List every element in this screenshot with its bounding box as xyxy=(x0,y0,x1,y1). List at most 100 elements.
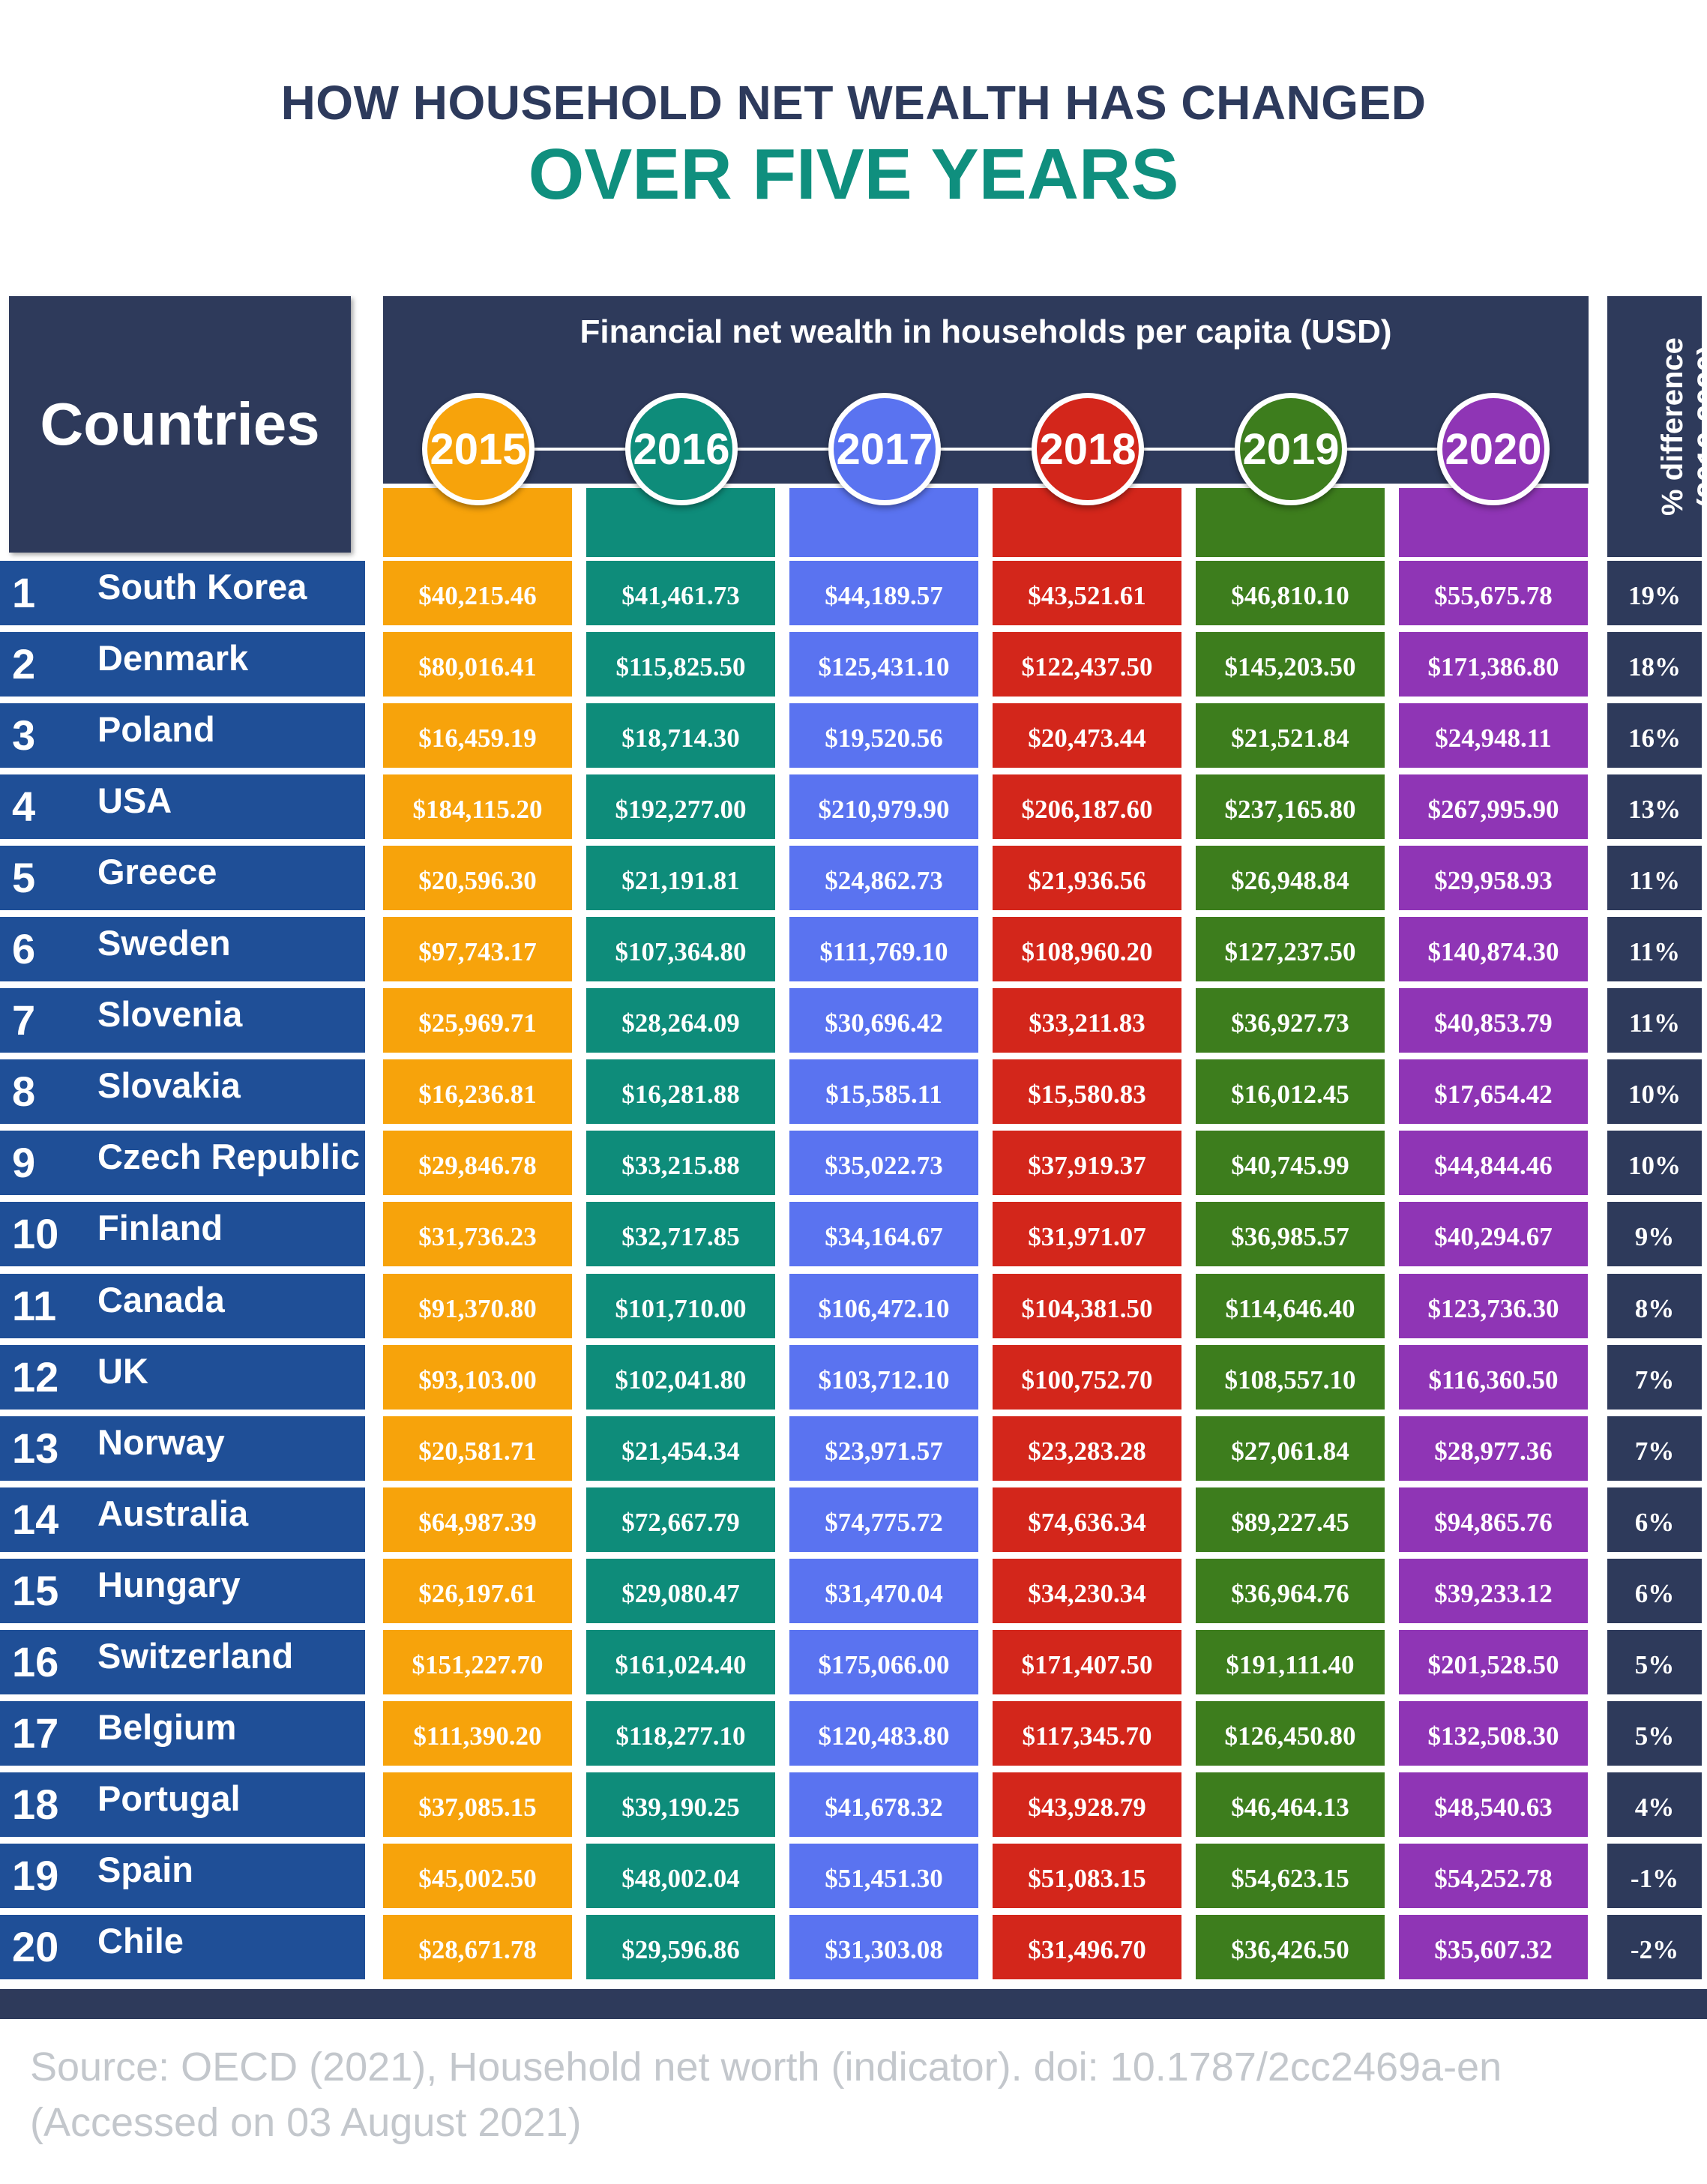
value-cell-2016: $107,364.80 xyxy=(586,917,775,981)
country-label-row: 12 UK xyxy=(0,1345,365,1410)
value-cell-2019: $114,646.40 xyxy=(1196,1274,1385,1338)
rank-number: 15 xyxy=(12,1567,59,1614)
value-cell-2019: $36,964.76 xyxy=(1196,1559,1385,1623)
pct-difference-cell: -1% xyxy=(1607,1844,1702,1908)
value-cell-2016: $72,667.79 xyxy=(586,1487,775,1552)
rank-number: 16 xyxy=(12,1638,59,1685)
country-name: Spain xyxy=(97,1850,193,1889)
country-name: Sweden xyxy=(97,923,231,963)
rank-number: 13 xyxy=(12,1425,59,1472)
rank-number: 3 xyxy=(12,712,36,759)
value-cell-2016: $101,710.00 xyxy=(586,1274,775,1338)
country-name: USA xyxy=(97,780,172,820)
value-cell-2016: $18,714.30 xyxy=(586,703,775,768)
value-cell-2015: $91,370.80 xyxy=(383,1274,572,1338)
pct-difference-cell: 7% xyxy=(1607,1416,1702,1481)
value-cell-2016: $48,002.04 xyxy=(586,1844,775,1908)
value-cell-2015: $184,115.20 xyxy=(383,774,572,839)
value-cell-2020: $40,294.67 xyxy=(1399,1202,1588,1266)
rank-number: 5 xyxy=(12,854,36,901)
value-cell-2016: $33,215.88 xyxy=(586,1131,775,1195)
country-name: Denmark xyxy=(97,638,249,678)
value-cell-2017: $44,189.57 xyxy=(789,561,978,625)
value-cell-2016: $41,461.73 xyxy=(586,561,775,625)
country-name: Australia xyxy=(97,1493,249,1533)
value-cell-2015: $28,671.78 xyxy=(383,1915,572,1979)
value-cell-2015: $29,846.78 xyxy=(383,1131,572,1195)
pct-difference-header xyxy=(1607,296,1702,557)
value-cell-2020: $267,995.90 xyxy=(1399,774,1588,839)
value-cell-2017: $103,712.10 xyxy=(789,1345,978,1410)
value-cell-2015: $80,016.41 xyxy=(383,632,572,697)
country-label-row: 10 Finland xyxy=(0,1202,365,1266)
value-cell-2017: $74,775.72 xyxy=(789,1487,978,1552)
rank-number: 14 xyxy=(12,1496,59,1543)
value-cell-2019: $108,557.10 xyxy=(1196,1345,1385,1410)
year-connector-line xyxy=(480,448,1499,451)
country-name: Czech Republic xyxy=(97,1137,360,1176)
value-cell-2018: $108,960.20 xyxy=(993,917,1181,981)
country-label-row: 1 South Korea xyxy=(0,561,365,625)
rank-number: 8 xyxy=(12,1068,36,1115)
value-cell-2018: $20,473.44 xyxy=(993,703,1181,768)
years-header-panel xyxy=(383,296,1589,484)
value-cell-2018: $33,211.83 xyxy=(993,988,1181,1053)
rank-number: 18 xyxy=(12,1781,59,1828)
value-cell-2015: $45,002.50 xyxy=(383,1844,572,1908)
value-cell-2017: $15,585.11 xyxy=(789,1059,978,1124)
value-cell-2019: $26,948.84 xyxy=(1196,846,1385,910)
rank-number: 2 xyxy=(12,640,36,688)
country-label-row: 7 Slovenia xyxy=(0,988,365,1053)
pct-difference-cell: 8% xyxy=(1607,1274,1702,1338)
value-cell-2020: $55,675.78 xyxy=(1399,561,1588,625)
value-cell-2020: $140,874.30 xyxy=(1399,917,1588,981)
pct-difference-cell: 16% xyxy=(1607,703,1702,768)
pct-header-line-2: (2019-2020) xyxy=(1692,345,1707,508)
pct-difference-cell: 6% xyxy=(1607,1559,1702,1623)
country-name: South Korea xyxy=(97,567,307,607)
value-cell-2020: $48,540.63 xyxy=(1399,1772,1588,1837)
value-cell-2016: $192,277.00 xyxy=(586,774,775,839)
country-label-row: 11 Canada xyxy=(0,1274,365,1338)
value-cell-2018: $206,187.60 xyxy=(993,774,1181,839)
pct-difference-cell: 10% xyxy=(1607,1059,1702,1124)
country-label-row: 17 Belgium xyxy=(0,1701,365,1766)
value-cell-2016: $118,277.10 xyxy=(586,1701,775,1766)
rank-number: 10 xyxy=(12,1210,59,1257)
country-label-row: 16 Switzerland xyxy=(0,1630,365,1694)
value-cell-2016: $16,281.88 xyxy=(586,1059,775,1124)
country-name: Belgium xyxy=(97,1707,237,1747)
value-cell-2018: $122,437.50 xyxy=(993,632,1181,697)
pct-difference-cell: -2% xyxy=(1607,1915,1702,1979)
value-cell-2015: $93,103.00 xyxy=(383,1345,572,1410)
value-cell-2020: $39,233.12 xyxy=(1399,1559,1588,1623)
rank-number: 12 xyxy=(12,1353,59,1401)
country-label-row: 2 Denmark xyxy=(0,632,365,697)
year-badge-2020: 2020 xyxy=(1437,393,1550,505)
value-cell-2020: $24,948.11 xyxy=(1399,703,1588,768)
value-cell-2018: $104,381.50 xyxy=(993,1274,1181,1338)
value-cell-2015: $37,085.15 xyxy=(383,1772,572,1837)
value-cell-2015: $20,596.30 xyxy=(383,846,572,910)
source-note: Source: OECD (2021), Household net worth… xyxy=(30,2039,1694,2150)
value-cell-2015: $16,236.81 xyxy=(383,1059,572,1124)
value-cell-2018: $171,407.50 xyxy=(993,1630,1181,1694)
value-cell-2018: $31,971.07 xyxy=(993,1202,1181,1266)
value-cell-2020: $201,528.50 xyxy=(1399,1630,1588,1694)
value-cell-2017: $175,066.00 xyxy=(789,1630,978,1694)
value-cell-2019: $21,521.84 xyxy=(1196,703,1385,768)
country-name: Slovenia xyxy=(97,994,243,1034)
value-cell-2018: $51,083.15 xyxy=(993,1844,1181,1908)
value-cell-2015: $151,227.70 xyxy=(383,1630,572,1694)
value-cell-2018: $21,936.56 xyxy=(993,846,1181,910)
value-cell-2017: $210,979.90 xyxy=(789,774,978,839)
country-name: Greece xyxy=(97,852,217,891)
year-badge-2016: 2016 xyxy=(625,393,738,505)
country-label-row: 4 USA xyxy=(0,774,365,839)
value-cell-2015: $25,969.71 xyxy=(383,988,572,1053)
value-cell-2019: $36,985.57 xyxy=(1196,1202,1385,1266)
value-cell-2016: $28,264.09 xyxy=(586,988,775,1053)
value-cell-2018: $43,521.61 xyxy=(993,561,1181,625)
year-badge-2019: 2019 xyxy=(1235,393,1347,505)
country-name: UK xyxy=(97,1351,148,1391)
